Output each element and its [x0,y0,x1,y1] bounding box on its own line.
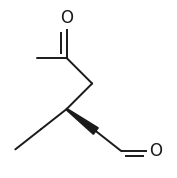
Text: O: O [149,142,162,160]
Text: O: O [60,9,73,27]
Polygon shape [66,109,98,134]
